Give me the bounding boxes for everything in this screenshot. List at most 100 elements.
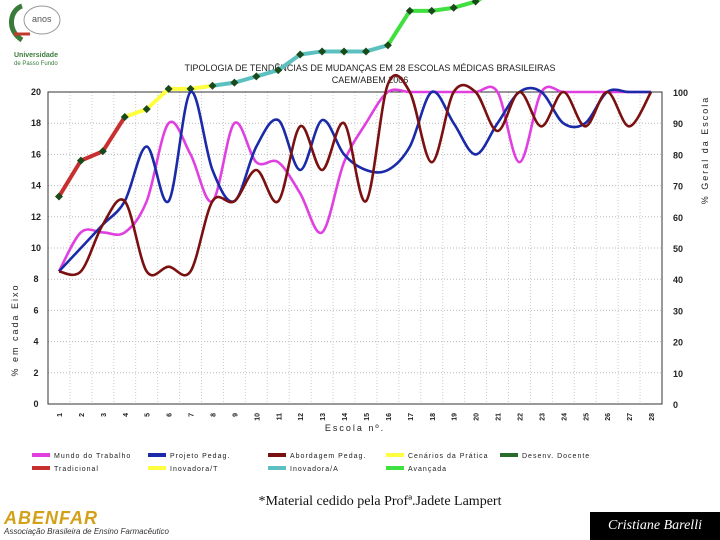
right-tick-label: 20 bbox=[673, 338, 683, 348]
x-tick-label: 2 bbox=[79, 413, 86, 417]
x-tick-label: 17 bbox=[408, 413, 415, 421]
university-logo: anos Universidade de Passo Fundo bbox=[0, 0, 80, 80]
chart-title-line1: TIPOLOGIA DE TENDÊNCIAS DE MUDANÇAS EM 2… bbox=[184, 63, 556, 73]
legend-label: Desenv. Docente bbox=[522, 453, 590, 460]
legend-label: Inovadora/T bbox=[170, 466, 218, 473]
x-tick-label: 7 bbox=[189, 413, 196, 417]
x-tick-label: 21 bbox=[496, 413, 503, 421]
legend-label: Abordagem Pedag. bbox=[290, 453, 366, 460]
series bbox=[54, 0, 653, 277]
x-tick-label: 10 bbox=[254, 413, 261, 421]
credit-note: *Material cedido pela Profª.Jadete Lampe… bbox=[258, 494, 502, 509]
right-tick-label: 60 bbox=[673, 213, 683, 223]
x-tick-label: 22 bbox=[517, 413, 524, 421]
x-tick-label: 15 bbox=[364, 413, 371, 421]
x-tick-label: 4 bbox=[123, 413, 130, 417]
logo-city: de Passo Fundo bbox=[14, 61, 58, 67]
legend-label: Cenários da Prática bbox=[408, 453, 488, 460]
left-tick-label: 4 bbox=[33, 337, 38, 347]
x-tick-label: 8 bbox=[210, 413, 217, 417]
overall-score-marker bbox=[164, 84, 173, 93]
left-axis-ticks: 0 2 4 6 8 10 12 14 16 18 20 bbox=[31, 87, 41, 409]
right-tick-label: 10 bbox=[673, 369, 683, 379]
right-axis-ticks: 0 10 20 30 40 50 60 70 80 90 100 bbox=[673, 88, 688, 410]
x-tick-label: 14 bbox=[342, 413, 349, 421]
x-tick-label: 16 bbox=[386, 413, 393, 421]
right-tick-label: 0 bbox=[673, 400, 678, 410]
author-box: Cristiane Barelli bbox=[590, 512, 720, 540]
x-tick-label: 25 bbox=[583, 413, 590, 421]
series-line-tradicional bbox=[57, 115, 127, 198]
y-axis-right-label: % Geral da Escola bbox=[700, 96, 710, 205]
x-tick-label: 18 bbox=[430, 413, 437, 421]
overall-score-marker bbox=[449, 3, 458, 12]
right-tick-label: 40 bbox=[673, 275, 683, 285]
x-axis-ticks: 1 2 3 4 5 6 7 8 9 10 11 12 13 14 15 16 17 18 19 20 21 22 23 24 2… bbox=[57, 413, 656, 421]
left-tick-label: 6 bbox=[33, 305, 38, 315]
x-tick-label: 27 bbox=[627, 413, 634, 421]
legend-label: Inovadora/A bbox=[290, 466, 339, 473]
x-tick-label: 9 bbox=[232, 413, 239, 417]
x-tick-label: 19 bbox=[452, 413, 459, 421]
overall-score-marker bbox=[54, 192, 63, 201]
legend-label: Tradicional bbox=[54, 466, 99, 473]
y-axis-left-label: % em cada Eixo bbox=[10, 283, 20, 376]
overall-score-marker bbox=[383, 41, 392, 50]
x-tick-label: 24 bbox=[561, 413, 568, 421]
left-tick-label: 18 bbox=[31, 118, 41, 128]
left-tick-label: 8 bbox=[33, 274, 38, 284]
legend-label: Mundo do Trabalho bbox=[54, 453, 131, 460]
x-tick-label: 6 bbox=[167, 413, 174, 417]
overall-score-marker bbox=[471, 0, 480, 6]
x-tick-label: 26 bbox=[605, 413, 612, 421]
series-line-abordagem-pedag- bbox=[58, 73, 653, 277]
right-tick-label: 100 bbox=[673, 88, 688, 98]
plot-frame bbox=[47, 91, 663, 405]
overall-score-marker bbox=[274, 66, 283, 75]
x-tick-label: 23 bbox=[539, 413, 546, 421]
legend-label: Projeto Pedag. bbox=[170, 453, 230, 460]
overall-score-marker bbox=[98, 147, 107, 156]
series-line-avan-ada bbox=[386, 0, 483, 47]
x-tick-label: 1 bbox=[57, 413, 64, 417]
left-tick-label: 14 bbox=[31, 181, 41, 191]
x-tick-label: 13 bbox=[320, 413, 327, 421]
overall-score-marker bbox=[427, 6, 436, 15]
overall-score-marker bbox=[230, 78, 239, 87]
left-tick-label: 12 bbox=[31, 212, 41, 222]
logo-anos: anos bbox=[32, 14, 52, 24]
right-tick-label: 90 bbox=[673, 119, 683, 129]
overall-score-marker bbox=[340, 47, 349, 56]
footer-subtitle: Associação Brasileira de Ensino Farmacêu… bbox=[4, 527, 169, 536]
x-tick-label: 5 bbox=[145, 413, 152, 417]
x-tick-label: 11 bbox=[276, 413, 283, 421]
x-tick-label: 12 bbox=[298, 413, 305, 421]
left-tick-label: 16 bbox=[31, 149, 41, 159]
right-tick-label: 80 bbox=[673, 150, 683, 160]
x-tick-label: 3 bbox=[101, 413, 108, 417]
left-tick-label: 2 bbox=[33, 368, 38, 378]
overall-score-marker bbox=[318, 47, 327, 56]
x-tick-label: 28 bbox=[649, 413, 656, 421]
overall-score-marker bbox=[361, 47, 370, 56]
overall-score-marker bbox=[76, 156, 85, 165]
university-logo-mark bbox=[9, 3, 61, 43]
x-tick-label: 20 bbox=[474, 413, 481, 421]
overall-score-marker bbox=[120, 112, 129, 121]
chart-title-line2: CAEM/ABEM 2006 bbox=[331, 75, 409, 85]
right-tick-label: 30 bbox=[673, 306, 683, 316]
legend: Mundo do Trabalho Projeto Pedag. Abordagem… bbox=[32, 453, 590, 473]
left-tick-label: 20 bbox=[31, 87, 41, 97]
overall-score-marker bbox=[208, 81, 217, 90]
left-tick-label: 10 bbox=[31, 243, 41, 253]
overall-score-marker bbox=[405, 6, 414, 15]
footer-brand: ABENFAR bbox=[4, 508, 99, 528]
series-line-projeto-pedag- bbox=[58, 86, 652, 273]
right-tick-label: 70 bbox=[673, 182, 683, 192]
chart-title: TIPOLOGIA DE TENDÊNCIAS DE MUDANÇAS EM 2… bbox=[120, 62, 620, 86]
right-tick-label: 50 bbox=[673, 244, 683, 254]
overall-score-marker bbox=[296, 50, 305, 59]
overall-score-marker bbox=[252, 72, 261, 81]
x-axis-label: Escola nº. bbox=[325, 423, 385, 433]
